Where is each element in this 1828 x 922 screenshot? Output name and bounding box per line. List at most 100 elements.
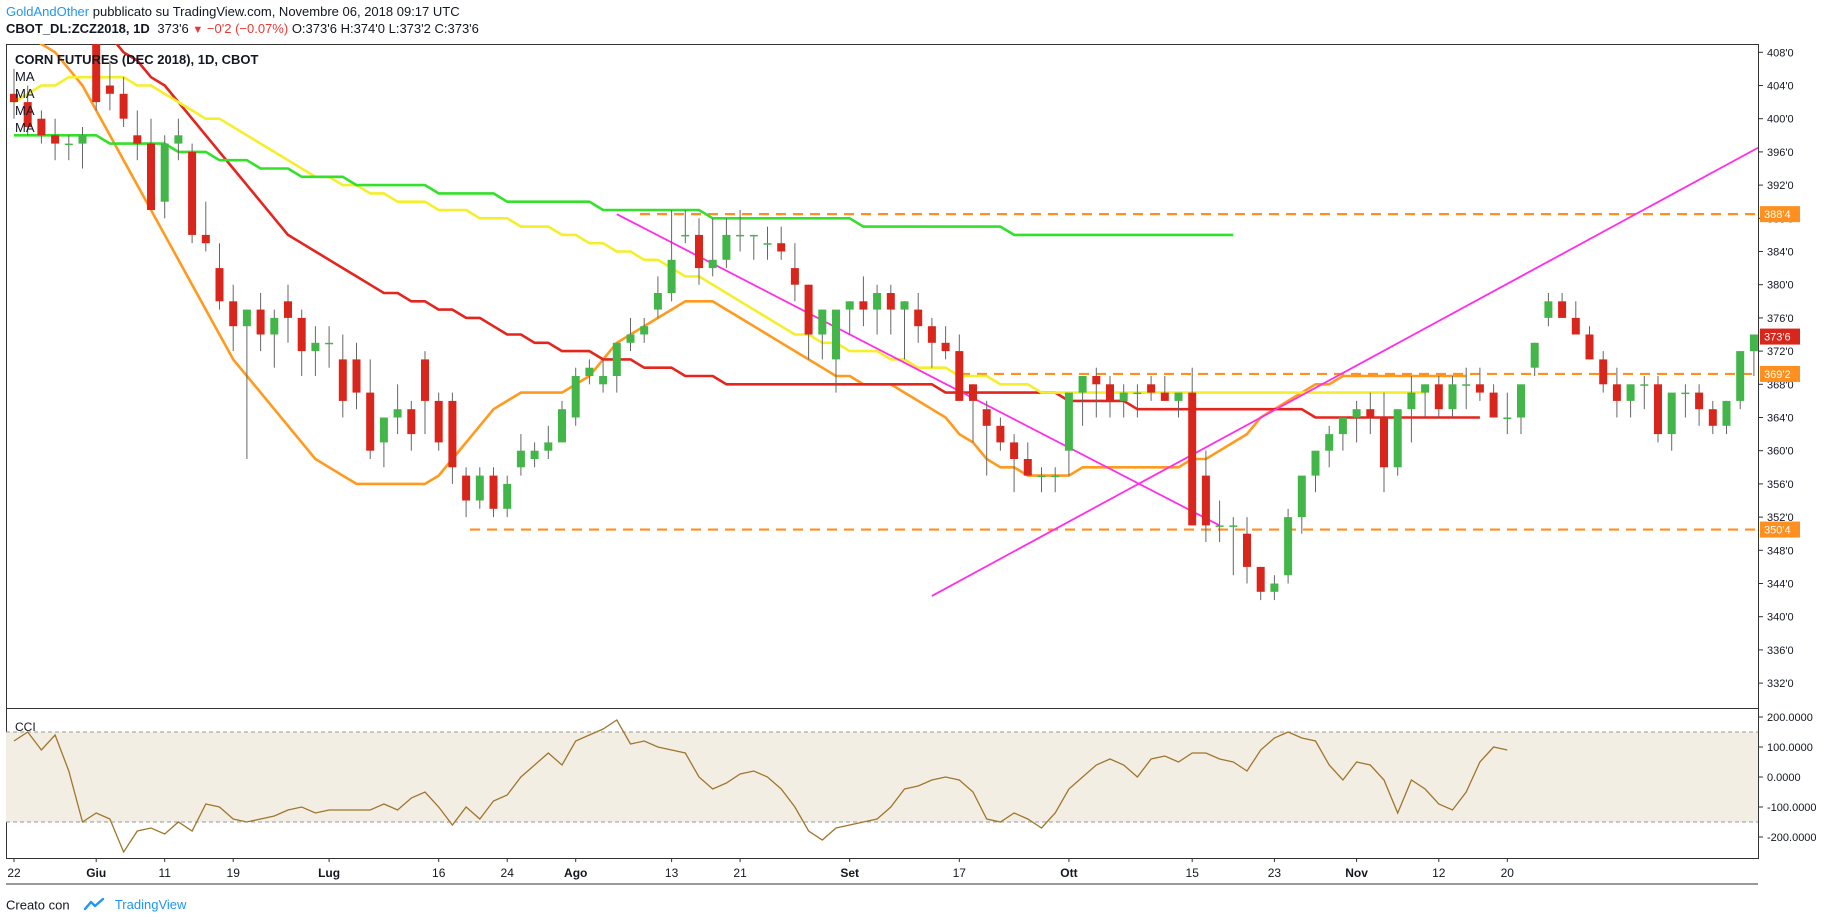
cci-tick-label: 100.0000 (1767, 742, 1813, 754)
candle-down (859, 301, 868, 310)
price-pane-frame (6, 44, 1759, 709)
candle-down (1092, 376, 1101, 385)
candle-down (1695, 392, 1704, 410)
candle-down (914, 309, 923, 327)
candle-up (1503, 417, 1512, 419)
price-tick-label: 404'0 (1767, 81, 1794, 93)
cci-plot-area (6, 719, 1758, 854)
price-tick-label: 340'0 (1767, 612, 1794, 624)
candle-up (1749, 334, 1758, 352)
candle-up (681, 234, 690, 237)
candle-up (873, 293, 882, 310)
cci-legend[interactable]: CCI (15, 720, 36, 734)
time-tick-label: Ott (1060, 866, 1077, 880)
tradingview-brand[interactable]: TradingView (114, 897, 187, 913)
candle-up (667, 259, 676, 293)
candle-down (147, 143, 155, 210)
time-tick-label: 23 (1268, 866, 1282, 880)
candle-down (23, 102, 32, 127)
candle-down (1147, 384, 1156, 393)
created-with-text: Creato con (6, 897, 70, 913)
candle-up (1462, 384, 1471, 386)
last-price: 373'6 (157, 21, 189, 36)
candle-down (1106, 384, 1114, 401)
candle-down (927, 326, 936, 343)
candle-down (1558, 301, 1567, 318)
price-tick-label: 364'0 (1767, 413, 1794, 425)
price-tick-label: 392'0 (1767, 180, 1794, 192)
candle-up (1626, 384, 1635, 401)
chart-legend: CORN FUTURES (DEC 2018), 1D, CBOT MA MA … (15, 51, 258, 136)
candle-up (736, 234, 745, 237)
candle-down (1708, 409, 1717, 426)
legend-ma-2[interactable]: MA (15, 86, 35, 101)
price-tick-label: 368'0 (1767, 379, 1794, 391)
candle-up (571, 376, 580, 418)
candle-up (1051, 475, 1060, 478)
candle-up (160, 143, 169, 202)
candle-down (804, 284, 813, 335)
candle-down (188, 151, 197, 235)
legend-ma-1[interactable]: MA (15, 69, 35, 84)
candle-down (119, 93, 128, 119)
time-tick-label: Lug (318, 866, 340, 880)
price-tick-label: 376'0 (1767, 313, 1794, 325)
candle-up (1667, 392, 1676, 435)
legend-ma-4[interactable]: MA (15, 120, 35, 135)
candle-up (900, 301, 909, 310)
published-text: pubblicato su TradingView.com, Novembre … (92, 4, 460, 19)
candle-down (790, 268, 799, 285)
candle-up (1229, 525, 1238, 527)
author-name[interactable]: GoldAndOther (6, 4, 90, 19)
candle-up (1311, 450, 1320, 476)
candle-up (1297, 475, 1306, 518)
candle-down (448, 400, 457, 468)
moving-average-line-4 (14, 134, 1234, 237)
candle-up (585, 367, 594, 376)
candle-down (695, 234, 703, 269)
time-tick-label: 19 (227, 866, 241, 880)
candle-up (1544, 301, 1553, 318)
down-arrow-icon: ▼ (192, 24, 204, 36)
candle-up (1064, 392, 1073, 451)
time-tick-label: 20 (1501, 866, 1515, 880)
candle-down (133, 135, 142, 144)
time-tick-label: 22 (7, 866, 21, 880)
price-tick-label: 352'0 (1767, 512, 1794, 524)
candle-up (530, 450, 539, 459)
candle-up (640, 326, 649, 335)
candle-down (297, 317, 306, 352)
time-tick-label: 24 (501, 866, 515, 880)
ohlc-open-value: O:373'6 (291, 21, 337, 36)
candle-up (64, 143, 73, 146)
candle-down (1489, 392, 1498, 418)
candle-up (1448, 384, 1457, 410)
candle-up (475, 475, 484, 501)
price-change: −0'2 (−0.07%) (206, 21, 289, 36)
candle-up (1133, 392, 1142, 395)
candle-down (1475, 384, 1484, 393)
cci-line (13, 719, 1508, 854)
ohlc-low: L:373'2 (389, 21, 431, 36)
candle-up (1037, 475, 1046, 478)
level-price-label: 350'4 (1764, 525, 1791, 537)
symbol-name: CBOT_DL:ZCZ2018, 1D (6, 21, 150, 36)
level-price-tag (1760, 206, 1800, 223)
candle-down (1599, 359, 1608, 385)
price-tick-label: 384'0 (1767, 247, 1794, 259)
price-tick-label: 348'0 (1767, 545, 1794, 557)
time-tick-label: Ago (564, 866, 587, 880)
price-tick-label: 372'0 (1767, 346, 1794, 358)
moving-average-line-2 (115, 44, 1480, 419)
legend-ma-3[interactable]: MA (15, 103, 35, 118)
candle-down (366, 392, 375, 451)
time-tick-label: 21 (733, 866, 747, 880)
candle-down (1612, 384, 1621, 401)
level-price-tag (1760, 521, 1800, 538)
candle-down (1201, 475, 1210, 526)
candle-down (284, 301, 292, 318)
candle-down (982, 409, 991, 426)
candle-down (462, 475, 471, 501)
candle-up (1352, 409, 1361, 418)
